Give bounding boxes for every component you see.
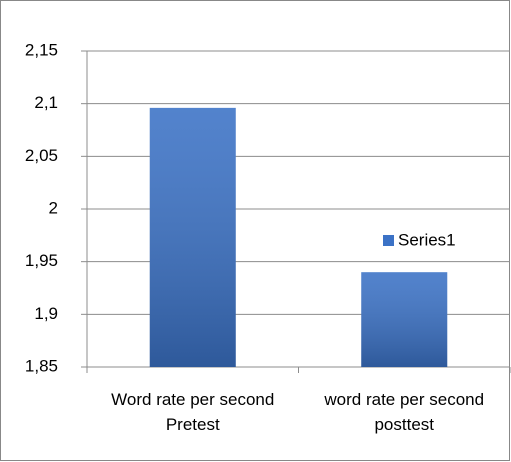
y-tick-label: 2,05 xyxy=(25,146,58,165)
x-tick-label: Word rate per second Pretest xyxy=(111,390,280,434)
bar-shade xyxy=(361,272,448,367)
y-tick-label: 1,95 xyxy=(25,251,58,270)
y-tick-label: 2,1 xyxy=(34,93,58,112)
legend-label: Series1 xyxy=(398,230,456,249)
y-tick-label: 2 xyxy=(49,198,58,217)
x-tick-label: word rate per second posttest xyxy=(324,390,494,434)
legend-swatch xyxy=(383,235,394,246)
y-tick-label: 1,85 xyxy=(25,356,58,375)
y-tick-label: 2,15 xyxy=(25,40,58,59)
y-tick-label: 1,9 xyxy=(34,304,58,323)
bar-shade xyxy=(149,107,236,367)
